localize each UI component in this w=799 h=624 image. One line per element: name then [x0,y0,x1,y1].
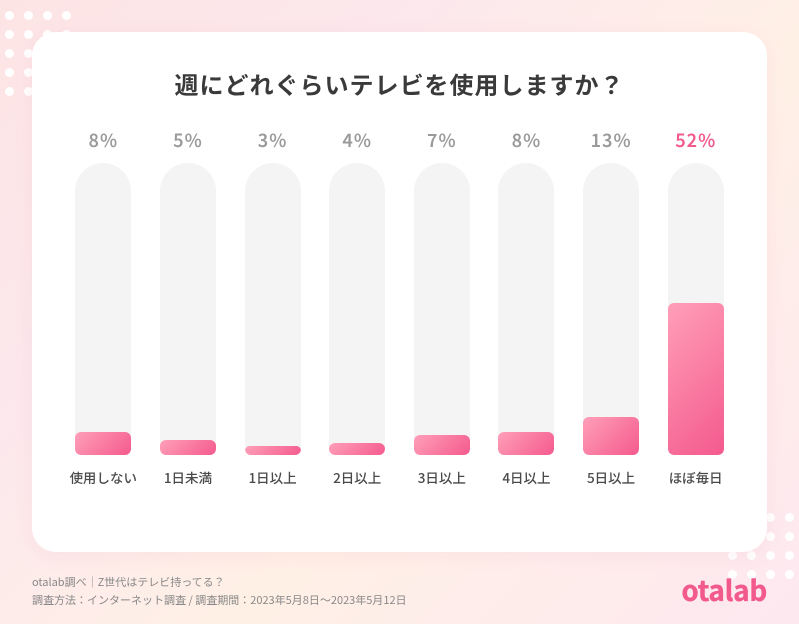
bar-category-label: 3日以上 [418,467,466,487]
bar-percent-label: 8% [89,127,119,153]
chart-title: 週にどれぐらいテレビを使用しますか？ [66,66,733,101]
bar-percent-label: 3% [258,127,288,153]
bar-fill [245,446,301,455]
bar-fill [583,417,639,455]
bar-category-label: 1日未満 [164,467,212,487]
bar-track [498,163,554,455]
bar-percent-label: 7% [427,127,457,153]
bar-percent-label: 13% [591,127,632,153]
bar-percent-label: 52% [675,127,716,153]
bar-column: 8% 使用しない [66,127,141,487]
bar-category-label: 5日以上 [587,467,635,487]
footer: otalab調べ｜Z世代はテレビ持ってる？ 調査方法：インターネット調査 / 調… [32,570,767,610]
bar-track [75,163,131,455]
bar-track [668,163,724,455]
bar-column: 52% ほぼ毎日 [658,127,733,487]
bar-column: 13% 5日以上 [574,127,649,487]
footer-line-2: 調査方法：インターネット調査 / 調査期間：2023年5月8日〜2023年5月1… [32,591,407,610]
bar-track [245,163,301,455]
footer-line-1: otalab調べ｜Z世代はテレビ持ってる？ [32,573,407,592]
bar-fill [414,435,470,455]
bar-percent-label: 5% [173,127,203,153]
logo: otalab [681,570,767,610]
bar-column: 3% 1日以上 [235,127,310,487]
bar-track [583,163,639,455]
bar-chart: 8% 使用しない 5% 1日未満 3% 1日以上 4% 2日以上 7% 3日以上 8% 4日以上 13%… [66,127,733,487]
bar-category-label: 4日以上 [502,467,550,487]
bar-track [414,163,470,455]
bar-fill [160,440,216,455]
bar-column: 4% 2日以上 [320,127,395,487]
bar-category-label: 1日以上 [248,467,296,487]
bar-category-label: 使用しない [70,467,138,487]
bar-fill [498,432,554,455]
bar-track [329,163,385,455]
bar-track [160,163,216,455]
bar-percent-label: 8% [512,127,542,153]
bar-column: 5% 1日未満 [151,127,226,487]
bar-fill [75,432,131,455]
bar-column: 7% 3日以上 [405,127,480,487]
bar-fill [668,303,724,455]
footer-text: otalab調べ｜Z世代はテレビ持ってる？ 調査方法：インターネット調査 / 調… [32,573,407,610]
bar-category-label: ほぼ毎日 [669,467,723,487]
bar-category-label: 2日以上 [333,467,381,487]
chart-card: 週にどれぐらいテレビを使用しますか？ 8% 使用しない 5% 1日未満 3% 1日以上 4%… [32,32,767,552]
bar-column: 8% 4日以上 [489,127,564,487]
bar-fill [329,443,385,455]
bar-percent-label: 4% [342,127,372,153]
